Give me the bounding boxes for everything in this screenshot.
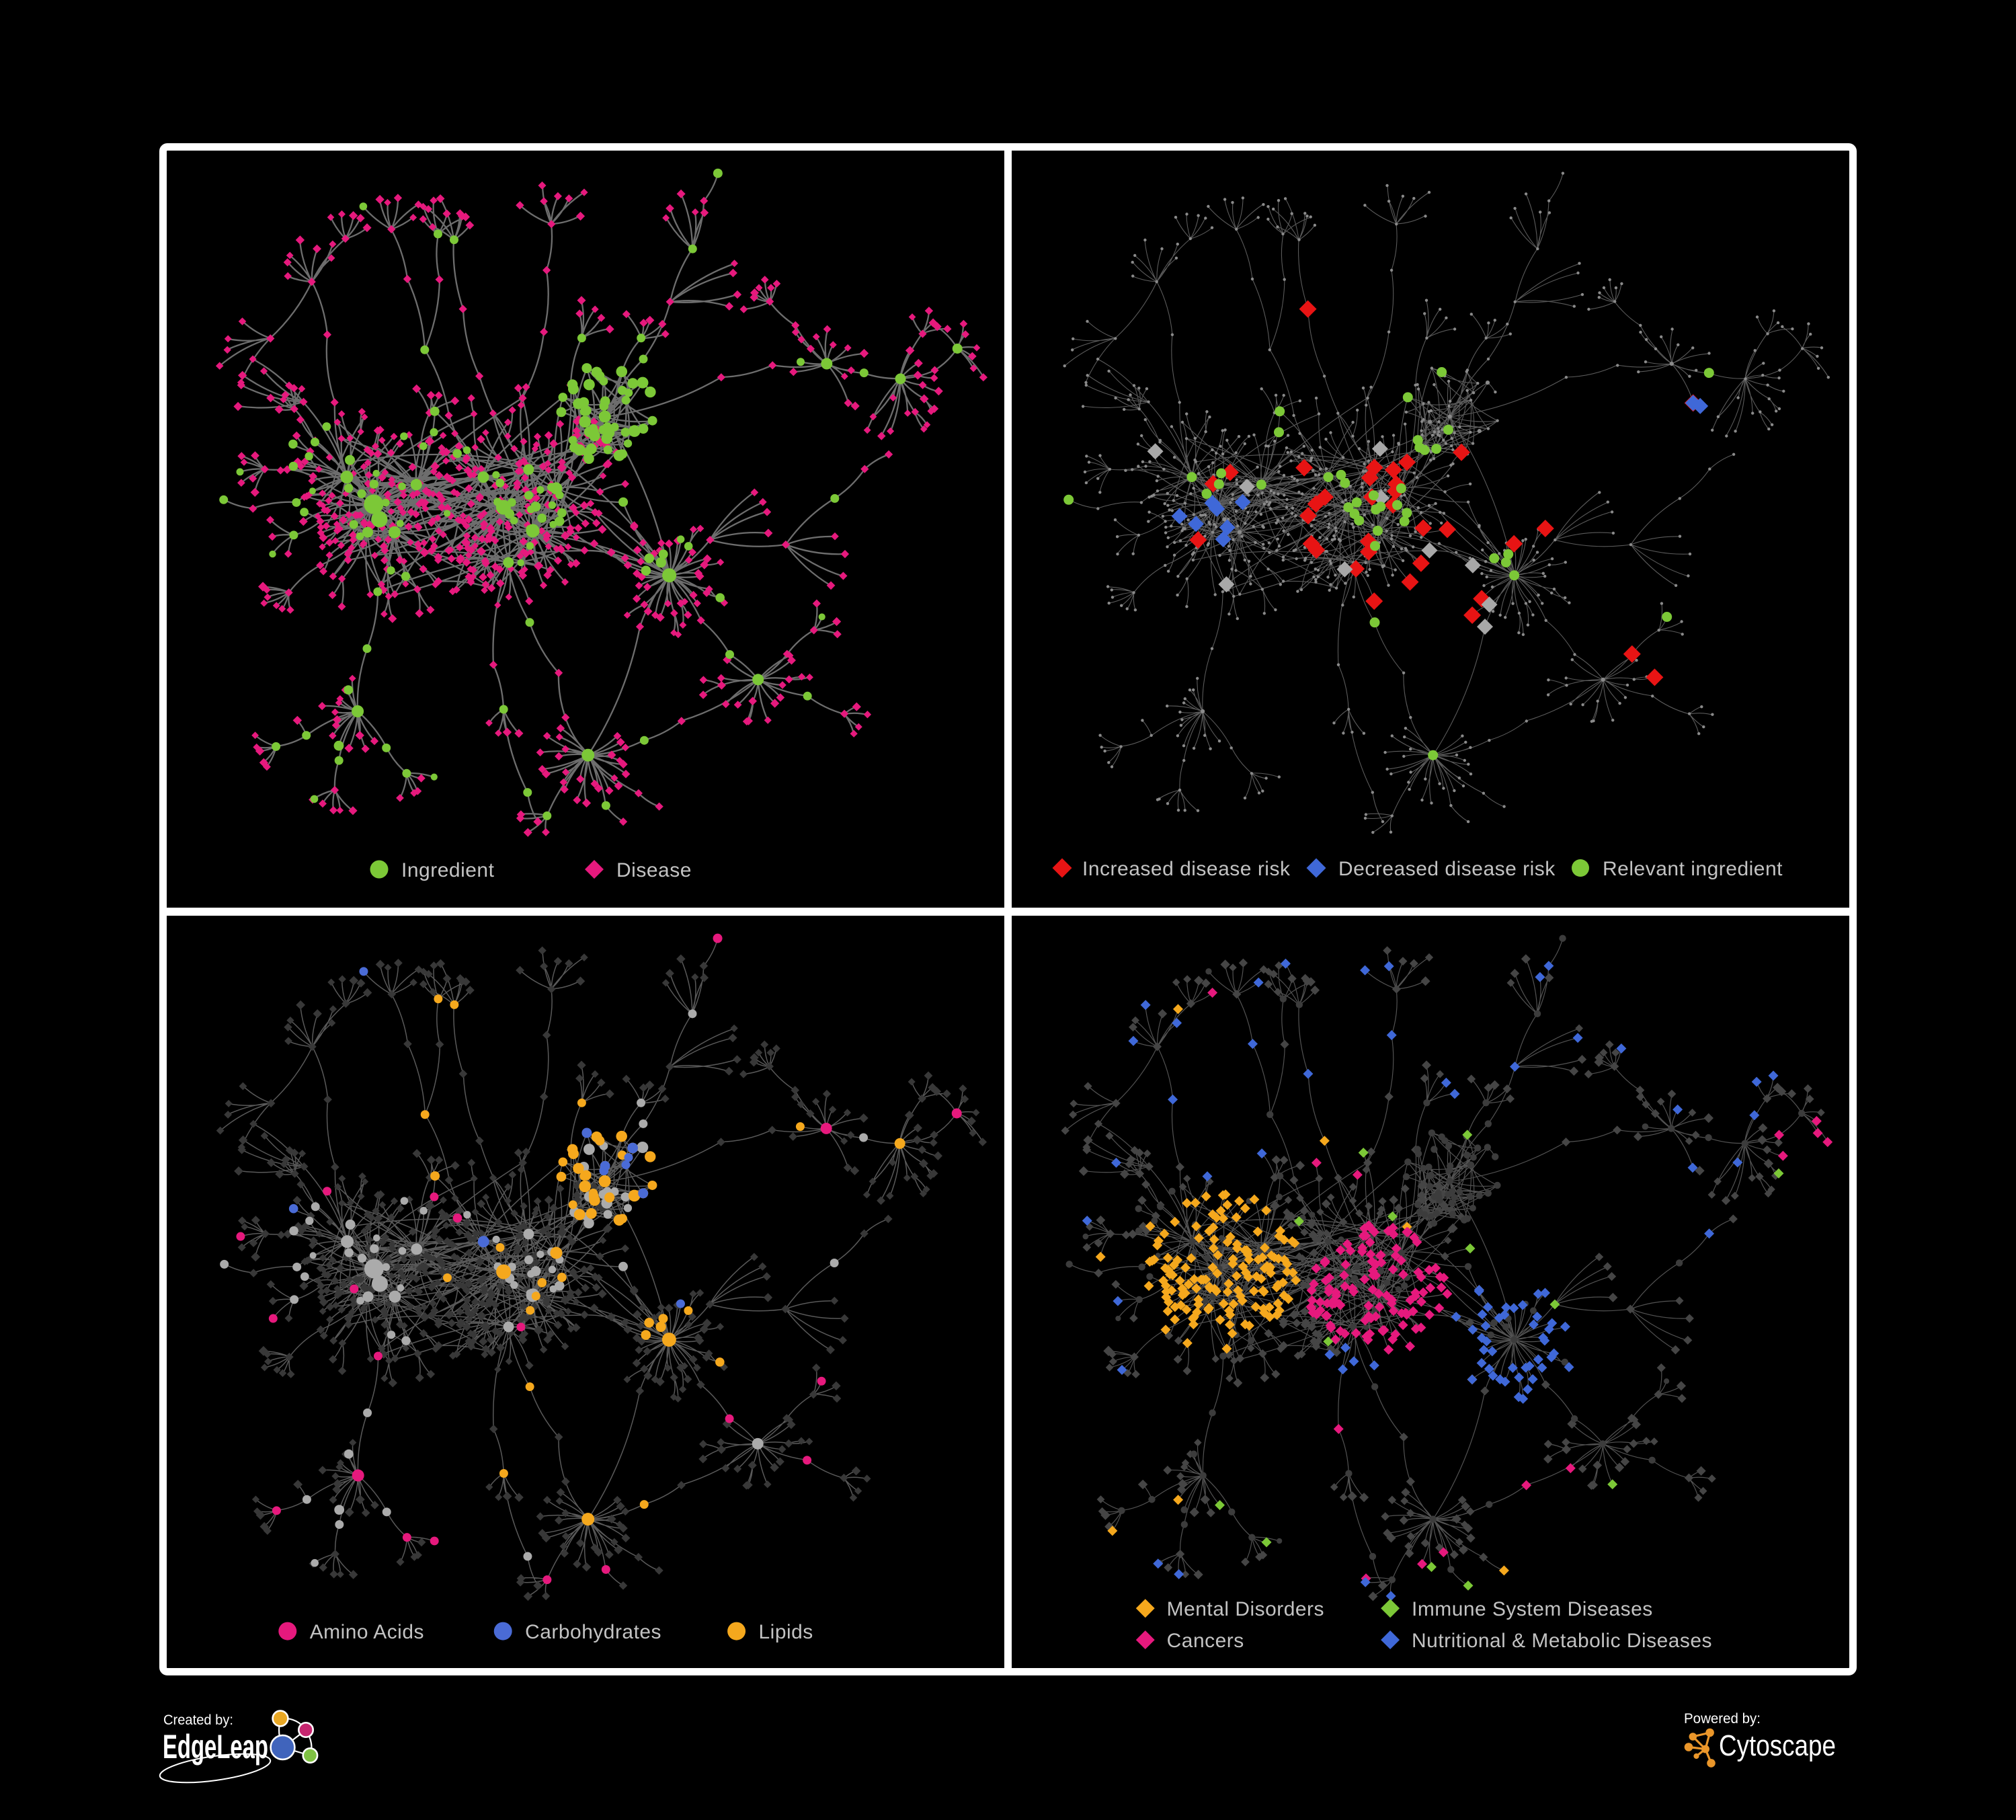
svg-text:Immune System Diseases: Immune System Diseases	[1412, 1598, 1653, 1620]
svg-text:Nutritional & Metabolic Diseas: Nutritional & Metabolic Diseases	[1412, 1630, 1712, 1652]
svg-text:Cytoscape: Cytoscape	[1719, 1729, 1836, 1762]
svg-text:Carbohydrates: Carbohydrates	[525, 1621, 661, 1643]
svg-text:Disease: Disease	[616, 859, 692, 881]
svg-text:Lipids: Lipids	[759, 1621, 813, 1643]
svg-text:EdgeLeap: EdgeLeap	[163, 1728, 268, 1766]
svg-text:Powered by:: Powered by:	[1684, 1711, 1761, 1727]
svg-text:Relevant ingredient: Relevant ingredient	[1603, 858, 1783, 880]
svg-text:Created by:: Created by:	[163, 1712, 233, 1728]
svg-text:Decreased disease risk: Decreased disease risk	[1338, 858, 1556, 880]
svg-text:Cancers: Cancers	[1167, 1630, 1244, 1652]
svg-text:Increased disease risk: Increased disease risk	[1082, 858, 1291, 880]
svg-text:Ingredient: Ingredient	[401, 859, 495, 881]
svg-text:Mental Disorders: Mental Disorders	[1167, 1598, 1324, 1620]
svg-text:Amino Acids: Amino Acids	[310, 1621, 424, 1643]
